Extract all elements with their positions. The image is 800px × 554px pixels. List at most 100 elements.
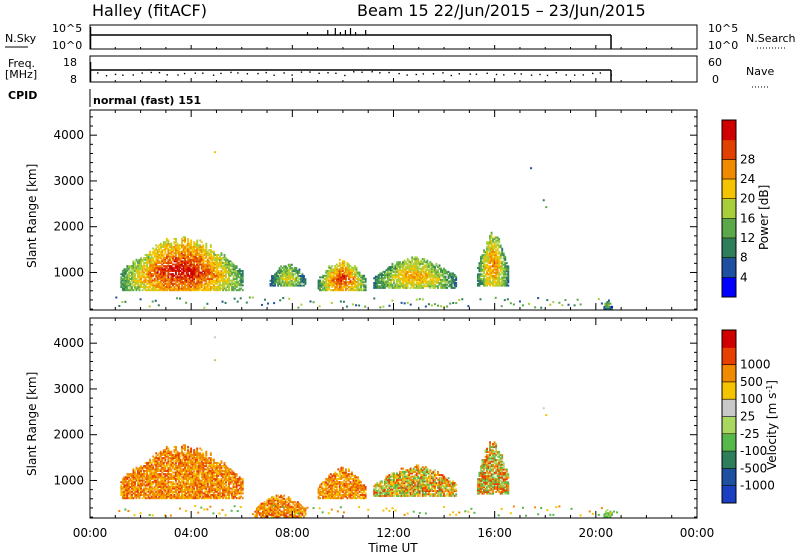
echo-cell [335, 289, 338, 292]
echo-cell [130, 497, 133, 500]
echo-cell [184, 282, 187, 285]
echo-cell [450, 277, 453, 280]
ground-scatter-speck [576, 298, 579, 301]
echo-cell [173, 471, 176, 474]
echo-cell [187, 457, 190, 460]
echo-cell [170, 257, 173, 260]
echo-cell [437, 285, 439, 288]
echo-cell [205, 490, 208, 493]
echo-cell [421, 267, 424, 270]
echo-cell [152, 274, 155, 277]
echo-cell [217, 284, 220, 287]
echo-cell [135, 490, 138, 493]
echo-cell [202, 253, 205, 256]
echo-cell [147, 279, 150, 282]
echo-cell [490, 282, 493, 285]
echo-cell [358, 273, 361, 276]
echo-cell [188, 490, 191, 493]
echo-cell [132, 469, 135, 472]
echo-cell [147, 257, 150, 260]
echo-cell [502, 254, 505, 257]
echo-cell [389, 275, 392, 278]
echo-cell [164, 287, 167, 290]
echo-cell [351, 274, 353, 277]
echo-cell [429, 283, 432, 286]
echo-cell [495, 239, 498, 242]
echo-cell [606, 305, 609, 308]
echo-cell [185, 469, 188, 472]
echo-cell [211, 287, 214, 290]
echo-cell [162, 273, 165, 276]
echo-cell [179, 495, 182, 498]
colorbar-tick-label: 8 [740, 251, 748, 265]
echo-cell [355, 284, 358, 287]
echo-cell [290, 270, 293, 273]
echo-cell [490, 271, 493, 274]
echo-cell [355, 289, 358, 292]
echo-cell [120, 284, 123, 287]
echo-cell [184, 458, 187, 461]
echo-cell [178, 487, 180, 490]
echo-cell [159, 250, 162, 253]
echo-cell [165, 287, 168, 290]
echo-cell [187, 463, 190, 466]
echo-cell [293, 266, 296, 269]
echo-cell [438, 282, 441, 285]
echo-cell [212, 471, 215, 474]
echo-cell [289, 268, 292, 271]
echo-cell [150, 482, 153, 485]
echo-cell [218, 260, 221, 263]
ground-scatter-speck [537, 297, 540, 300]
echo-cell [432, 286, 435, 289]
echo-cell [272, 281, 275, 284]
echo-cell [196, 249, 199, 252]
echo-cell [137, 489, 139, 492]
ground-scatter-speck [267, 302, 270, 305]
echo-cell [429, 280, 432, 283]
echo-cell [405, 285, 408, 288]
echo-cell [340, 285, 343, 288]
echo-cell [176, 244, 179, 247]
echo-cell [149, 469, 152, 472]
echo-cell [137, 474, 139, 477]
echo-cell [453, 282, 456, 285]
echo-cell [140, 263, 142, 266]
echo-cell [487, 265, 490, 268]
echo-cell [179, 281, 182, 284]
echo-cell [188, 261, 191, 264]
echo-cell [171, 277, 174, 280]
echo-cell [153, 269, 156, 272]
ground-scatter-speck [345, 305, 348, 308]
echo-cell [209, 271, 212, 274]
echo-cell [329, 269, 332, 272]
echo-cell [152, 250, 155, 253]
echo-cell [222, 276, 224, 279]
echo-cell [322, 289, 325, 292]
echo-cell [190, 273, 193, 276]
echo-cell [409, 270, 412, 273]
echo-cell [132, 289, 135, 292]
echo-cell [406, 286, 409, 289]
echo-cell [396, 280, 398, 283]
echo-cell [225, 263, 227, 266]
echo-cell [275, 276, 278, 279]
echo-cell [140, 474, 142, 477]
echo-cell [408, 264, 411, 267]
echo-cell [203, 461, 206, 464]
echo-cell [164, 489, 167, 492]
echo-cell [206, 474, 209, 477]
echo-cell [134, 261, 136, 264]
echo-cell [209, 493, 212, 496]
echo-cell [179, 460, 182, 463]
echo-cell [277, 281, 280, 284]
echo-cell [211, 473, 214, 476]
ground-scatter-speck [433, 303, 436, 306]
echo-cell [135, 468, 138, 471]
echo-cell [373, 283, 376, 286]
echo-cell [453, 283, 456, 286]
echo-cell [170, 485, 173, 488]
echo-cell [120, 487, 123, 490]
echo-cell [427, 262, 430, 265]
echo-cell [161, 285, 164, 288]
echo-cell [141, 479, 144, 482]
